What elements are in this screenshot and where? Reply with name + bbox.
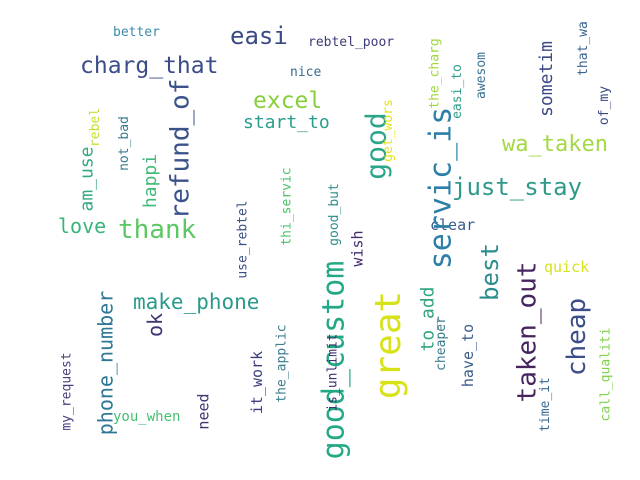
word-get-wors: get_wors: [380, 99, 396, 162]
word-the-charg: the_charg: [427, 38, 443, 109]
word-call-qualiti: call_qualiti: [598, 327, 614, 422]
word-easi-to: easi_to: [449, 64, 465, 119]
word-phone-number: phone_number: [93, 290, 118, 436]
word-nice: nice: [290, 65, 322, 80]
word-awesom: awesom: [473, 52, 489, 99]
word-my-request: my_request: [59, 352, 75, 431]
word-you-when: you_when: [113, 409, 181, 425]
word-wa-taken: wa_taken: [502, 132, 608, 157]
word-taken-out: taken_out: [512, 261, 543, 403]
word-the-applic: the_applic: [274, 324, 290, 403]
word-refund-of: refund_of: [165, 78, 196, 220]
word-thank: thank: [118, 215, 197, 245]
word-am-use: am_use: [76, 146, 98, 212]
word-just-stay: just_stay: [452, 173, 583, 201]
word-clear: clear: [430, 216, 476, 234]
word-easi: easi: [230, 22, 288, 50]
word-rebel: rebel: [88, 107, 104, 148]
word-have-to: have_to: [459, 323, 478, 388]
word-not-bad: not_bad: [116, 116, 132, 171]
word-need: need: [194, 393, 213, 430]
word-rebtel-poor: rebtel_poor: [308, 35, 395, 50]
word-thi-servic: thi_servic: [279, 167, 295, 246]
word-charg-that: charg_that: [80, 53, 219, 79]
word-excel: excel: [253, 88, 323, 114]
word-that-wa: that_wa: [575, 21, 591, 76]
word-start-to: start_to: [243, 112, 330, 133]
word-is-unlimit: is_unlimit: [325, 333, 341, 412]
word-good-but: good_but: [326, 183, 342, 246]
word-it-work: it_work: [248, 350, 267, 415]
word-wish: wish: [348, 230, 367, 267]
word-time-it: time_it: [537, 377, 553, 432]
word-great: great: [368, 290, 410, 400]
word-ok: ok: [143, 312, 168, 338]
word-love: love: [58, 214, 107, 238]
word-cheap: cheap: [562, 297, 593, 377]
word-best: best: [475, 243, 504, 301]
word-cheaper: cheaper: [433, 316, 449, 371]
word-better: better: [113, 25, 160, 40]
word-quick: quick: [544, 258, 590, 276]
word-servic-is: servic_is: [423, 106, 459, 270]
word-sometim: sometim: [535, 41, 557, 117]
word-use-rebtel: use_rebtel: [235, 200, 251, 279]
word-make-phone: make_phone: [133, 290, 260, 314]
word-happi: happi: [140, 153, 162, 209]
word-of-my: of_my: [597, 85, 613, 126]
